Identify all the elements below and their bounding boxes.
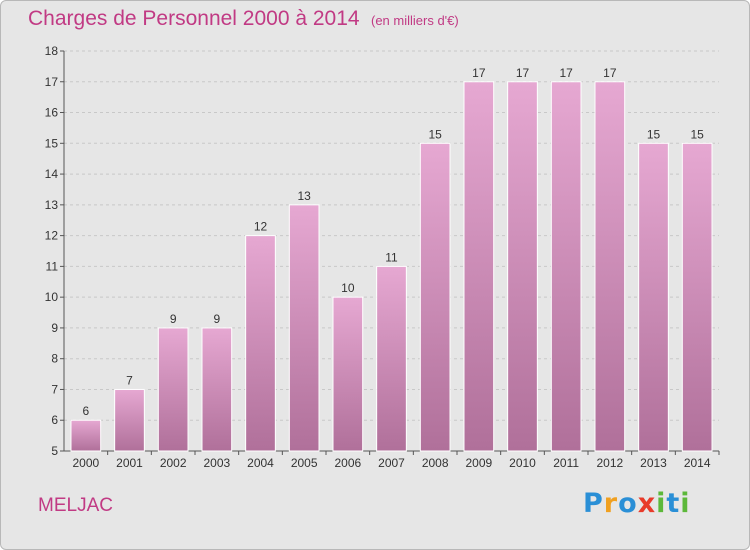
bar-2012 xyxy=(594,81,626,452)
x-tick-label-2011: 2011 xyxy=(553,456,579,470)
x-tick-label-2003: 2003 xyxy=(203,456,230,470)
x-tick-label-2013: 2013 xyxy=(640,456,667,470)
bar-2002 xyxy=(157,327,189,452)
y-tick-label: 17 xyxy=(45,75,59,89)
chart-subtitle: (en milliers d'€) xyxy=(371,13,459,28)
x-tick-label-2000: 2000 xyxy=(72,456,99,470)
y-tick-label: 13 xyxy=(45,198,59,212)
logo-letter: o xyxy=(618,488,638,519)
bar-2014 xyxy=(681,142,713,452)
x-tick-label-2012: 2012 xyxy=(596,456,623,470)
x-tick-label-2007: 2007 xyxy=(378,456,405,470)
y-tick-label: 16 xyxy=(45,106,59,120)
y-tick-labels: 5 6 7 8 9 10 11 12 13 14 15 16 17 18 xyxy=(45,44,59,458)
y-tick-label: 15 xyxy=(45,136,59,150)
y-tick-label: 8 xyxy=(51,352,58,366)
commune-name: MELJAC xyxy=(38,495,113,516)
data-label-2003: 9 xyxy=(213,312,220,326)
y-tick-label: 9 xyxy=(51,321,58,335)
x-tick-label-2010: 2010 xyxy=(509,456,536,470)
data-label-2014: 15 xyxy=(690,127,704,141)
data-label-2001: 7 xyxy=(126,373,133,387)
y-tick-label: 7 xyxy=(51,382,58,396)
logo-letter: x xyxy=(637,488,657,519)
bar-2007 xyxy=(376,265,407,452)
y-tick-label: 12 xyxy=(45,229,59,243)
data-label-2012: 17 xyxy=(603,66,617,80)
bar-2013 xyxy=(638,142,669,452)
bar-2006 xyxy=(332,296,364,452)
bar-2000 xyxy=(70,419,102,452)
bar-2004 xyxy=(245,235,276,452)
bar-2001 xyxy=(114,388,145,452)
data-label-2009: 17 xyxy=(472,66,486,80)
y-tick-label: 10 xyxy=(45,290,59,304)
data-label-2006: 10 xyxy=(341,281,355,295)
logo-letter: r xyxy=(603,488,619,519)
bar-2005 xyxy=(288,204,320,452)
logo-letter: P xyxy=(583,488,604,519)
chart-title: Charges de Personnel 2000 à 2014 xyxy=(28,7,360,30)
x-tick-label-2004: 2004 xyxy=(247,456,274,470)
data-label-2010: 17 xyxy=(516,66,530,80)
logo-letter: t xyxy=(666,488,681,519)
y-tick-label: 14 xyxy=(45,167,59,181)
data-label-2008: 15 xyxy=(428,127,442,141)
bar-2003 xyxy=(201,327,233,452)
x-tick-label-2014: 2014 xyxy=(684,456,711,470)
data-labels: 6 7 9 9 12 13 10 11 15 17 17 17 17 15 15 xyxy=(82,66,704,418)
x-tick-label-2002: 2002 xyxy=(160,456,187,470)
x-tick-label-2009: 2009 xyxy=(465,456,492,470)
bar-2008 xyxy=(419,142,451,452)
x-tick-label-2006: 2006 xyxy=(334,456,361,470)
x-tick-label-2001: 2001 xyxy=(116,456,143,470)
y-tick-label: 6 xyxy=(51,413,58,427)
data-label-2004: 12 xyxy=(254,220,268,234)
data-label-2007: 11 xyxy=(385,250,398,264)
y-tick-label: 18 xyxy=(45,44,59,58)
data-label-2002: 9 xyxy=(170,312,177,326)
x-tick-label-2005: 2005 xyxy=(291,456,318,470)
data-label-2000: 6 xyxy=(82,404,89,418)
bar-2009 xyxy=(463,81,495,452)
y-tick-label: 11 xyxy=(46,259,59,273)
data-label-2011: 17 xyxy=(559,66,573,80)
data-label-2013: 15 xyxy=(647,127,661,141)
x-tick-label-2008: 2008 xyxy=(422,456,449,470)
bar-2011 xyxy=(550,81,582,452)
bar-2010 xyxy=(507,81,538,452)
proxiti-logo: Proxiti xyxy=(583,488,691,519)
bars xyxy=(70,81,713,452)
logo-letter: i xyxy=(680,488,691,519)
y-tick-label: 5 xyxy=(51,444,58,458)
x-tick-labels: 2000 2001 2002 2003 2004 2005 2006 2007 2008 2009… xyxy=(72,456,710,470)
logo-letter: i xyxy=(656,488,667,519)
data-label-2005: 13 xyxy=(297,189,311,203)
